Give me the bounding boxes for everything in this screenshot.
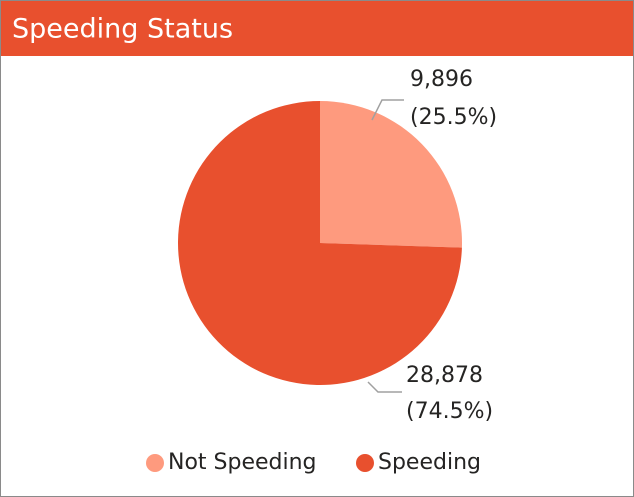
legend-marker [356,454,374,472]
header-bar [1,1,633,56]
legend-marker [146,454,164,472]
pie-slice [177,101,462,386]
data-label: 9,896 [410,67,473,92]
data-label: (25.5%) [410,105,497,130]
legend-label: Speeding [378,450,481,475]
leader-line [371,99,404,121]
data-label: 28,878 [406,363,483,388]
data-label: (74.5%) [406,399,493,424]
chart-title: Speeding Status [12,14,233,45]
legend-label: Not Speeding [168,450,317,475]
pie-slice [320,101,462,248]
leader-line [367,381,402,393]
